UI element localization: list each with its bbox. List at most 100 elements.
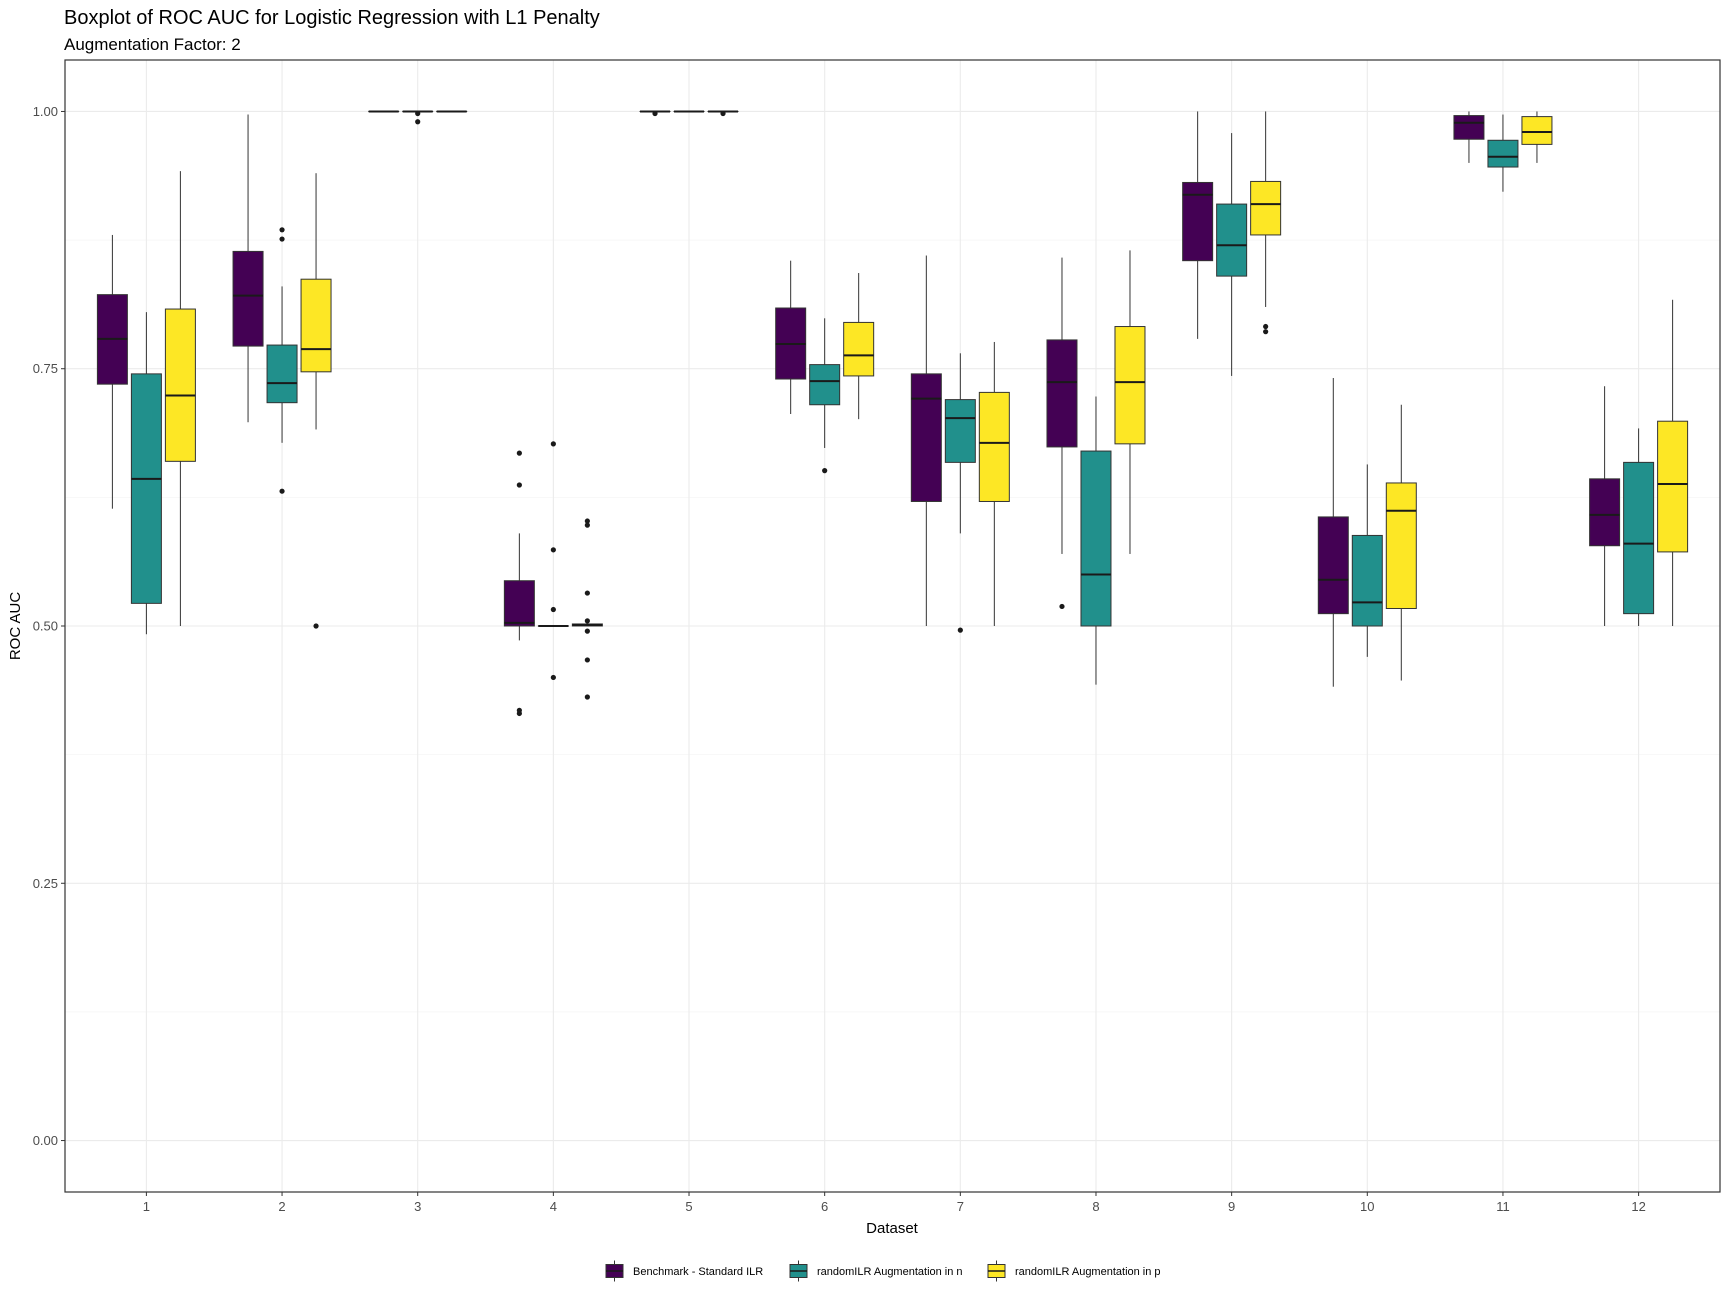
outlier-point <box>584 518 590 524</box>
box-3-dataset-9 <box>1250 111 1282 335</box>
grid-lines <box>65 60 1720 1192</box>
x-tick-label: 7 <box>957 1199 964 1214</box>
box-1-dataset-10 <box>1317 377 1349 687</box>
outlier-point <box>584 657 590 663</box>
box-iqr <box>1589 478 1621 547</box>
x-tick-label: 11 <box>1496 1199 1510 1214</box>
outlier-point <box>1263 323 1269 330</box>
y-tick-label: 1.00 <box>33 104 58 119</box>
box-2-dataset-12 <box>1623 428 1655 626</box>
box-iqr <box>1250 180 1282 236</box>
box-2-dataset-2 <box>266 227 298 494</box>
y-tick-label: 0.00 <box>33 1133 58 1148</box>
x-tick-label: 2 <box>278 1199 285 1214</box>
box-iqr <box>300 278 332 373</box>
boxes-layer <box>96 110 1689 717</box>
box-1-dataset-12 <box>1589 386 1621 626</box>
x-tick-label: 6 <box>821 1199 828 1214</box>
box-2-dataset-6 <box>809 318 841 474</box>
x-axis: 1 2 3 4 5 6 7 8 9 10 11 12 <box>143 1192 1646 1214</box>
legend-label: randomILR Augmentation in p <box>1015 1266 1161 1278</box>
y-tick-label: 0.25 <box>33 876 58 891</box>
box-2-dataset-9 <box>1216 133 1248 376</box>
box-2-dataset-4 <box>537 441 569 681</box>
box-iqr <box>164 308 196 462</box>
outlier-point <box>516 482 522 488</box>
legend-label: randomILR Augmentation in n <box>817 1266 963 1278</box>
outlier-point <box>313 623 319 629</box>
x-tick-label: 4 <box>550 1199 557 1214</box>
box-2-dataset-10 <box>1351 464 1383 657</box>
box-iqr <box>130 373 162 604</box>
box-2-dataset-3 <box>402 110 434 125</box>
y-axis-title: ROC AUC <box>7 592 24 661</box>
outlier-point <box>550 547 556 553</box>
x-tick-label: 1 <box>143 1199 150 1214</box>
box-iqr <box>1046 339 1078 448</box>
outlier-point <box>584 694 590 700</box>
outlier-point <box>957 627 963 633</box>
box-iqr <box>1080 450 1112 627</box>
box-iqr <box>1216 203 1248 277</box>
box-3-dataset-12 <box>1657 299 1689 626</box>
box-1-dataset-6 <box>775 260 807 415</box>
box-3-dataset-2 <box>300 173 332 629</box>
box-iqr <box>503 580 535 627</box>
outlier-point <box>720 110 726 117</box>
legend: Benchmark - Standard ILR randomILR Augmen… <box>605 1260 1161 1282</box>
x-tick-label: 9 <box>1228 1199 1235 1214</box>
x-tick-label: 12 <box>1631 1199 1645 1214</box>
box-1-dataset-1 <box>96 234 128 509</box>
chart-title: Boxplot of ROC AUC for Logistic Regressi… <box>64 7 600 29</box>
box-2-dataset-11 <box>1487 114 1519 192</box>
box-iqr <box>1521 116 1553 145</box>
box-iqr <box>843 321 875 377</box>
outlier-point <box>584 590 590 596</box>
box-3-dataset-4 <box>571 518 603 700</box>
outlier-point <box>279 236 285 242</box>
outlier-point <box>279 227 285 233</box>
box-iqr <box>1351 534 1383 627</box>
legend-item-1: Benchmark - Standard ILR <box>605 1260 763 1282</box>
outlier-point <box>516 450 522 456</box>
x-tick-label: 8 <box>1092 1199 1099 1214</box>
box-iqr <box>910 373 942 502</box>
box-iqr <box>1657 420 1689 553</box>
box-3-dataset-11 <box>1521 111 1553 163</box>
x-tick-label: 10 <box>1360 1199 1374 1214</box>
box-3-dataset-1 <box>164 171 196 626</box>
box-iqr <box>944 399 976 463</box>
box-1-dataset-4 <box>503 450 535 717</box>
outlier-point <box>550 674 556 681</box>
outlier-point <box>1263 329 1269 335</box>
outlier-point <box>415 119 421 125</box>
box-iqr <box>1453 115 1485 140</box>
outlier-point <box>584 522 590 528</box>
outlier-point <box>1059 603 1065 610</box>
x-tick-label: 3 <box>414 1199 421 1214</box>
box-1-dataset-5 <box>639 110 671 117</box>
box-iqr <box>232 250 264 347</box>
box-iqr <box>1623 461 1655 615</box>
box-2-dataset-7 <box>944 353 976 633</box>
box-iqr <box>809 364 841 406</box>
legend-item-3: randomILR Augmentation in p <box>987 1260 1161 1282</box>
y-axis: 0.00 0.25 0.50 0.75 1.00 <box>33 104 65 1148</box>
y-tick-label: 0.75 <box>33 361 58 376</box>
x-axis-title: Dataset <box>866 1220 919 1237</box>
outlier-point <box>550 441 556 447</box>
outlier-point <box>584 618 590 624</box>
box-iqr <box>1385 482 1417 610</box>
box-iqr <box>1487 139 1519 168</box>
outlier-point <box>822 468 828 474</box>
box-iqr <box>978 391 1010 502</box>
box-1-dataset-11 <box>1453 111 1485 163</box>
legend-item-2: randomILR Augmentation in n <box>789 1260 963 1282</box>
box-3-dataset-7 <box>978 341 1010 626</box>
box-1-dataset-2 <box>232 114 264 423</box>
outlier-point <box>279 488 285 494</box>
box-3-dataset-8 <box>1114 250 1146 554</box>
box-1-dataset-9 <box>1182 111 1214 339</box>
box-2-dataset-8 <box>1080 396 1112 685</box>
